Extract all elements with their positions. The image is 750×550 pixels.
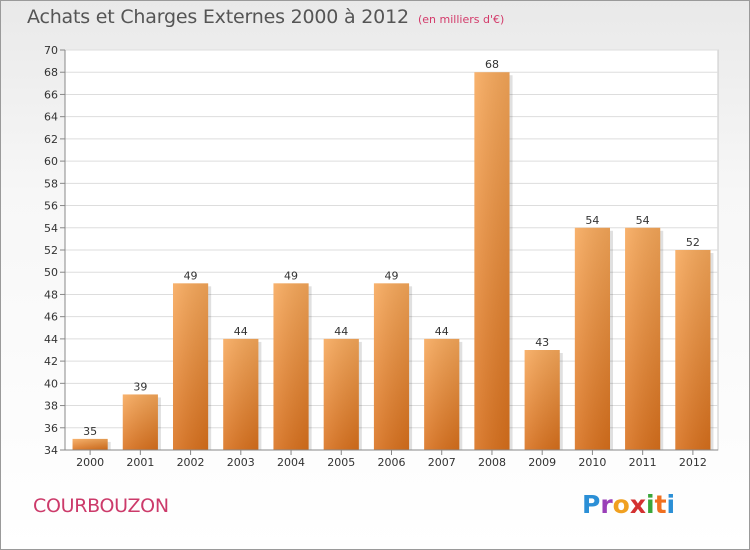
x-tick-label: 2005 [327,456,355,469]
x-tick-label: 2010 [578,456,606,469]
y-tick-label: 50 [44,266,58,279]
bar-value-label: 68 [485,58,499,71]
bars: 35 39 49 44 49 44 49 44 68 43 54 54 52 [72,58,714,450]
y-tick-label: 70 [44,44,58,57]
bar-value-label: 54 [636,214,650,227]
bar-highlight [524,350,560,450]
proxiti-logo[interactable]: Proxiti [582,490,675,519]
x-axis: 2000 2001 2002 2003 2004 2005 2006 2007 2008 2009… [65,449,718,469]
x-tick-label: 2001 [126,456,154,469]
chart-title: Achats et Charges Externes 2000 à 2012 [27,6,409,28]
y-tick-label: 44 [44,333,58,346]
x-tick-label: 2011 [629,456,657,469]
bar-highlight [122,394,158,450]
bar-highlight [72,438,108,450]
x-tick-label: 2006 [378,456,406,469]
bar-value-label: 49 [184,269,198,282]
brand-letter: t [654,490,667,519]
brand-letter: i [666,490,676,519]
x-tick-label: 2003 [227,456,255,469]
bar-value-label: 44 [435,325,449,338]
bar-highlight [223,338,259,450]
y-axis: 34 36 38 40 42 44 46 48 50 52 54 56 58 60 62 64 66 68 70 [44,44,66,457]
x-tick-label: 2007 [428,456,456,469]
y-tick-label: 68 [44,66,58,79]
x-tick-label: 2002 [177,456,205,469]
y-tick-label: 58 [44,177,58,190]
y-tick-label: 60 [44,155,58,168]
bar-highlight [625,227,661,450]
bar-value-label: 49 [385,269,399,282]
x-tick-label: 2000 [76,456,104,469]
brand-letter: x [629,490,646,519]
bar-highlight [273,283,309,450]
bar-value-label: 43 [535,336,549,349]
bar-value-label: 35 [83,425,97,438]
bar-highlight [474,72,510,450]
brand-letter: o [612,490,630,519]
y-tick-label: 62 [44,133,58,146]
y-tick-label: 40 [44,377,58,390]
bar-highlight [675,250,711,450]
x-tick-label: 2009 [528,456,556,469]
y-tick-label: 46 [44,311,58,324]
brand-letter: r [600,490,613,519]
y-tick-label: 56 [44,200,58,213]
bar-value-label: 39 [133,380,147,393]
y-tick-label: 64 [44,111,58,124]
y-tick-label: 48 [44,288,58,301]
y-tick-label: 66 [44,88,58,101]
x-tick-label: 2008 [478,456,506,469]
brand-letter: i [646,490,655,519]
y-tick-label: 52 [44,244,58,257]
commune-name: COURBOUZON [33,495,169,517]
brand-letter: P [582,490,601,519]
bar-highlight [323,338,359,450]
bar-value-label: 54 [585,214,599,227]
x-tick-label: 2004 [277,456,305,469]
bar-value-label: 44 [334,325,348,338]
y-tick-label: 36 [44,422,58,435]
bar-value-label: 49 [284,269,298,282]
y-tick-label: 42 [44,355,58,368]
y-tick-label: 34 [44,444,58,457]
bar-highlight [373,283,410,450]
y-tick-label: 54 [44,222,58,235]
bar-value-label: 52 [686,236,700,249]
bar-value-label: 44 [234,325,248,338]
bar-highlight [574,227,611,450]
bar-highlight [424,338,460,450]
x-tick-label: 2012 [679,456,707,469]
y-tick-label: 38 [44,400,58,413]
chart-unit: (en milliers d'€) [418,13,505,26]
bar-highlight [172,283,209,450]
